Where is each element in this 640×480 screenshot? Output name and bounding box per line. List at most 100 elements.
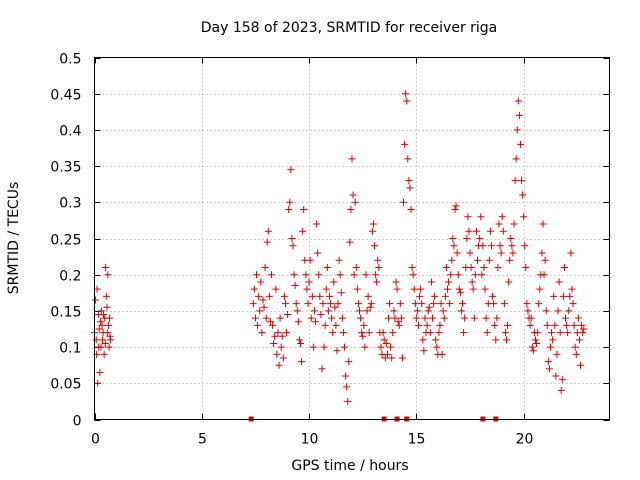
x-tick-label: 15 <box>408 432 426 448</box>
data-point <box>487 242 495 250</box>
data-point <box>568 285 576 293</box>
y-tick-label: 0.15 <box>50 305 81 321</box>
data-point <box>394 318 402 326</box>
data-point <box>539 220 547 228</box>
data-point <box>478 271 486 279</box>
data-point <box>528 343 536 351</box>
data-point <box>505 278 513 286</box>
data-point <box>480 263 488 271</box>
data-point <box>439 307 447 315</box>
data-point <box>438 350 446 358</box>
data-point <box>299 227 307 235</box>
data-point <box>313 220 321 228</box>
data-point <box>295 336 303 344</box>
data-point <box>254 321 262 329</box>
data-point <box>571 343 579 351</box>
data-point <box>97 343 105 351</box>
data-point <box>510 220 518 228</box>
data-point <box>534 329 542 337</box>
data-point <box>322 285 330 293</box>
data-point <box>359 332 367 340</box>
data-point <box>526 321 534 329</box>
data-point <box>555 278 563 286</box>
data-point <box>418 300 426 308</box>
data-point <box>404 155 412 163</box>
data-point <box>410 285 418 293</box>
data-point <box>495 220 503 228</box>
data-point <box>261 263 269 271</box>
data-point <box>562 314 570 322</box>
data-point <box>578 321 586 329</box>
data-point <box>436 321 444 329</box>
data-point <box>546 343 554 351</box>
data-point <box>369 220 377 228</box>
data-point <box>447 271 455 279</box>
data-point <box>386 300 394 308</box>
data-point <box>377 343 385 351</box>
data-point <box>324 307 332 315</box>
data-point <box>442 263 450 271</box>
data-point <box>552 372 560 380</box>
data-point <box>455 285 463 293</box>
data-point <box>563 321 571 329</box>
data-point <box>304 300 312 308</box>
data-point <box>548 329 556 337</box>
y-axis-label: SRMTID / TECUs <box>6 182 22 295</box>
data-point <box>106 336 114 344</box>
data-point <box>492 336 500 344</box>
data-point <box>314 249 322 257</box>
data-point <box>364 292 372 300</box>
data-point <box>419 336 427 344</box>
data-point <box>104 271 112 279</box>
data-point <box>339 329 347 337</box>
data-point <box>104 321 112 329</box>
data-point <box>388 354 396 362</box>
data-point <box>346 238 354 246</box>
data-point <box>514 97 522 105</box>
data-point <box>516 140 524 148</box>
data-point <box>500 300 508 308</box>
data-point <box>344 397 352 405</box>
data-point <box>258 329 266 337</box>
data-point <box>102 292 110 300</box>
data-point <box>269 321 277 329</box>
data-point <box>260 303 268 311</box>
y-tick-label: 0.35 <box>50 160 81 176</box>
x-axis-label: GPS time / hours <box>291 458 408 474</box>
data-point <box>401 140 409 148</box>
data-point <box>381 354 389 362</box>
data-point <box>465 227 473 235</box>
data-point <box>536 285 544 293</box>
data-point <box>554 307 562 315</box>
data-point <box>538 249 546 257</box>
data-point <box>371 242 379 250</box>
grid <box>94 57 610 420</box>
data-point <box>472 227 480 235</box>
plot-frame <box>94 57 610 420</box>
data-point <box>497 249 505 257</box>
data-point <box>366 303 374 311</box>
x-tick-label: 5 <box>198 432 207 448</box>
data-point <box>320 343 328 351</box>
data-point <box>333 347 341 355</box>
data-point <box>286 198 294 206</box>
data-point <box>408 263 416 271</box>
data-point <box>541 256 549 264</box>
data-point <box>415 321 423 329</box>
data-point <box>559 292 567 300</box>
data-point <box>291 282 299 290</box>
data-point <box>420 347 428 355</box>
data-point <box>293 307 301 315</box>
data-point <box>491 321 499 329</box>
data-point <box>481 285 489 293</box>
data-point <box>396 300 404 308</box>
data-point <box>277 343 285 351</box>
data-point <box>506 256 514 264</box>
data-point <box>276 314 284 322</box>
data-point <box>565 307 573 315</box>
data-point <box>96 368 104 376</box>
y-tick-label: 0.2 <box>59 269 81 285</box>
data-point <box>535 300 543 308</box>
data-point <box>368 227 376 235</box>
data-point <box>290 271 298 279</box>
